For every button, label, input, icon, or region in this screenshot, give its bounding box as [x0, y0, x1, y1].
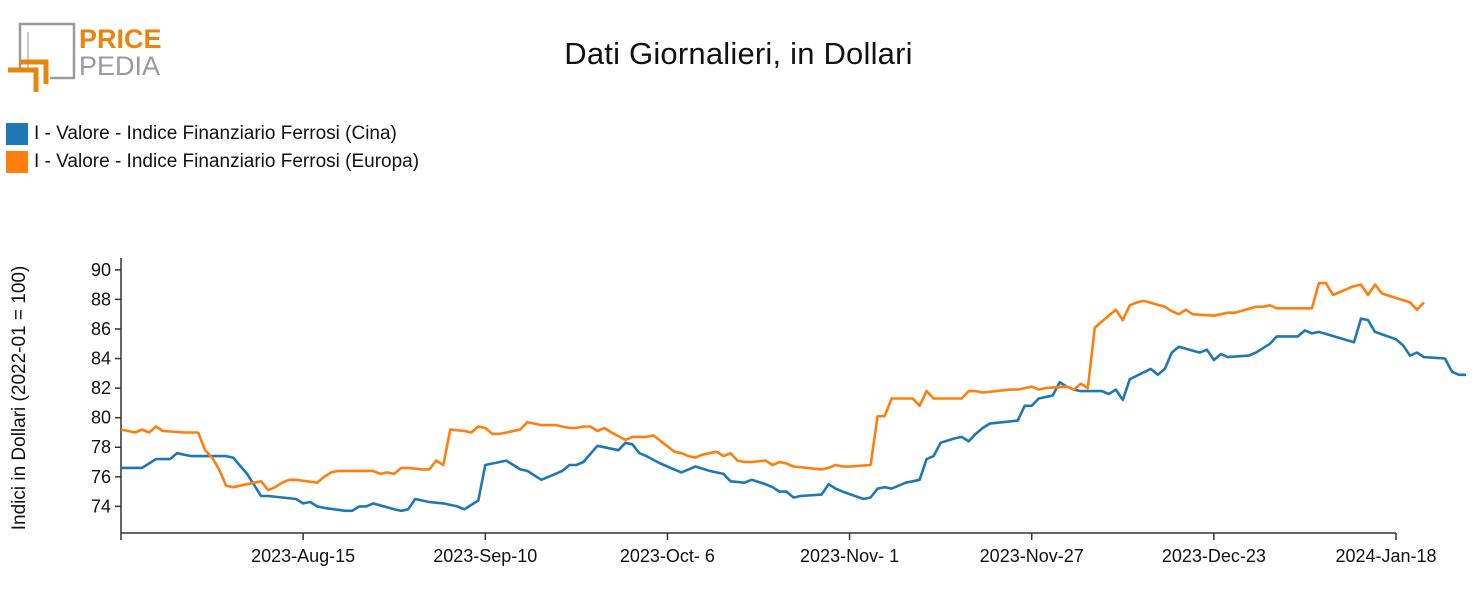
x-tick-label: 2023-Sep-10: [433, 546, 537, 566]
y-tick-label: 86: [91, 319, 111, 339]
y-tick-label: 84: [91, 349, 111, 369]
y-tick-label: 90: [91, 260, 111, 280]
legend-swatch-europa: [6, 151, 28, 173]
x-tick-label: 2023-Oct- 6: [620, 546, 715, 566]
x-axis: 2023-Aug-15 2023-Sep-10 2023-Oct- 6 2023-No…: [120, 532, 1437, 566]
y-tick-label: 82: [91, 378, 111, 398]
logo-orange-bracket-1: [8, 67, 39, 92]
x-tick-label: 2023-Aug-15: [251, 546, 355, 566]
pricepedia-logo: PRICE PEDIA: [8, 22, 162, 92]
y-tick-label: 88: [91, 289, 111, 309]
y-axis-label: Indici in Dollari (2022-01 = 100): [9, 266, 30, 531]
series-layer: [120, 281, 1467, 513]
series-line-cina: [121, 317, 1467, 513]
chart-title: Dati Giornalieri, in Dollari: [564, 36, 913, 71]
x-tick-label: 2024-Jan-18: [1335, 546, 1436, 566]
legend-swatch-cina: [6, 123, 28, 145]
logo-orange-bracket-2: [20, 59, 49, 84]
y-tick-label: 80: [91, 408, 111, 428]
x-tick-label: 2023-Nov-27: [980, 546, 1084, 566]
logo-gray-bracket: [18, 22, 76, 80]
legend-label-europa: I - Valore - Indice Finanziario Ferrosi …: [34, 151, 420, 172]
y-tick-label: 74: [91, 496, 111, 516]
x-tick-label: 2023-Nov- 1: [800, 546, 899, 566]
y-tick-label: 76: [91, 467, 111, 487]
legend-item-cina[interactable]: I - Valore - Indice Finanziario Ferrosi …: [6, 120, 419, 148]
x-tick-label: 2023-Dec-23: [1162, 546, 1266, 566]
legend-label-cina: I - Valore - Indice Finanziario Ferrosi …: [34, 123, 397, 144]
legend: I - Valore - Indice Finanziario Ferrosi …: [6, 120, 419, 176]
series-line-europa: [120, 281, 1425, 492]
logo-text-price: PRICE: [79, 24, 162, 54]
y-axis: 74 76 78 80 82 84 86 88 90: [91, 258, 122, 533]
logo-text-pedia: PEDIA: [79, 51, 160, 81]
legend-item-europa[interactable]: I - Valore - Indice Finanziario Ferrosi …: [6, 148, 419, 176]
y-tick-label: 78: [91, 437, 111, 457]
